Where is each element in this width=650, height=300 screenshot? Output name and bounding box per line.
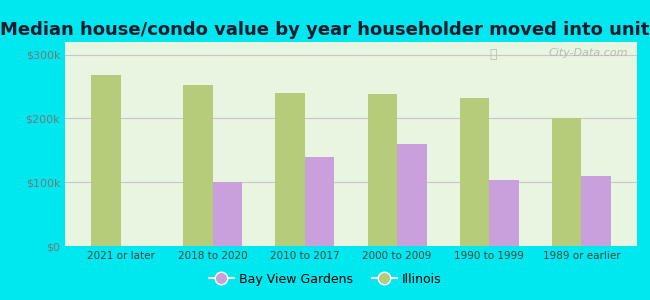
Bar (91, 75, 120, 246)
Bar (213, 182, 242, 246)
Bar (460, 98, 489, 246)
Bar (552, 118, 582, 246)
Bar (368, 94, 397, 246)
Bar (276, 93, 305, 246)
Legend: Bay View Gardens, Illinois: Bay View Gardens, Illinois (204, 268, 446, 291)
Bar (397, 144, 426, 246)
Bar (582, 176, 611, 246)
Bar (305, 157, 334, 246)
Text: City-Data.com: City-Data.com (549, 48, 629, 58)
Text: ⓘ: ⓘ (489, 48, 497, 61)
Bar (183, 85, 213, 246)
Text: Median house/condo value by year householder moved into unit: Median house/condo value by year househo… (0, 21, 650, 39)
Bar (489, 180, 519, 246)
